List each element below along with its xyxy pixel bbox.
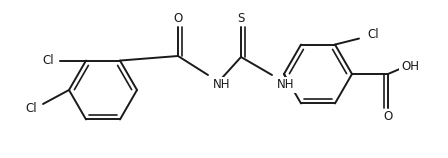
Text: O: O [383,110,392,124]
Text: Cl: Cl [25,101,37,115]
Text: NH: NH [277,79,294,91]
Text: OH: OH [401,60,419,73]
Text: O: O [173,12,183,24]
Text: NH: NH [213,79,231,91]
Text: Cl: Cl [367,28,379,41]
Text: S: S [237,12,245,24]
Text: Cl: Cl [42,54,54,67]
